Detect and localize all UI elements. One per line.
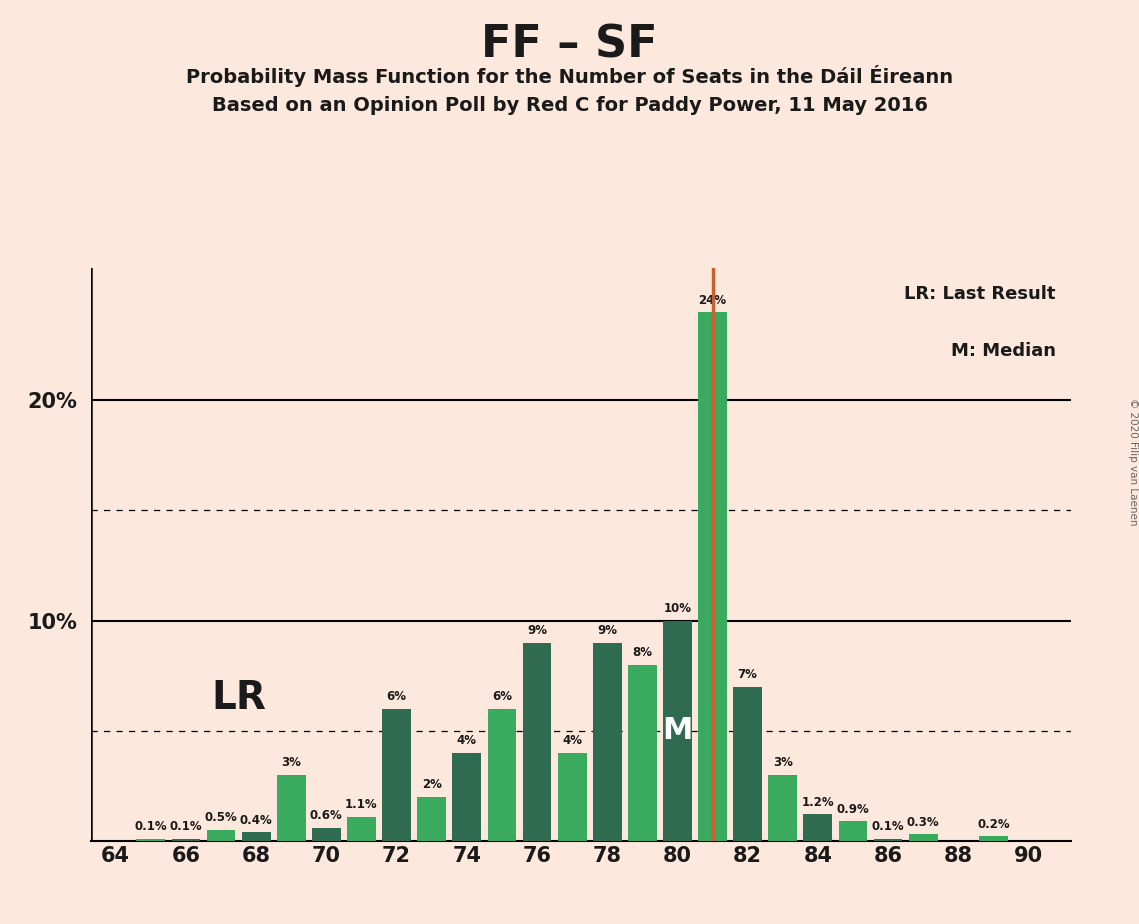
Text: 9%: 9% <box>527 624 547 637</box>
Bar <box>417 796 446 841</box>
Text: Probability Mass Function for the Number of Seats in the Dáil Éireann: Probability Mass Function for the Number… <box>186 65 953 87</box>
Text: FF – SF: FF – SF <box>482 23 657 67</box>
Bar <box>172 839 200 841</box>
Bar <box>312 828 341 841</box>
Bar <box>206 830 236 841</box>
Text: 24%: 24% <box>698 294 727 307</box>
Text: 0.3%: 0.3% <box>907 816 940 829</box>
Bar <box>241 832 271 841</box>
Bar <box>137 839 165 841</box>
Text: LR: Last Result: LR: Last Result <box>904 286 1056 303</box>
Text: © 2020 Filip van Laenen: © 2020 Filip van Laenen <box>1129 398 1138 526</box>
Bar <box>523 642 551 841</box>
Text: 4%: 4% <box>457 735 477 748</box>
Bar <box>980 836 1008 841</box>
Bar <box>663 621 691 841</box>
Text: 0.6%: 0.6% <box>310 809 343 822</box>
Text: 3%: 3% <box>773 756 793 769</box>
Text: 7%: 7% <box>738 668 757 681</box>
Text: Based on an Opinion Poll by Red C for Paddy Power, 11 May 2016: Based on an Opinion Poll by Red C for Pa… <box>212 96 927 116</box>
Text: M: M <box>662 716 693 745</box>
Text: 6%: 6% <box>386 690 407 703</box>
Bar <box>383 709 411 841</box>
Text: 0.4%: 0.4% <box>239 813 272 826</box>
Text: 10%: 10% <box>663 602 691 615</box>
Text: 4%: 4% <box>563 735 582 748</box>
Bar <box>698 312 727 841</box>
Bar <box>769 774 797 841</box>
Bar <box>874 839 902 841</box>
Bar <box>558 753 587 841</box>
Bar <box>628 664 657 841</box>
Text: M: Median: M: Median <box>951 343 1056 360</box>
Text: 0.5%: 0.5% <box>205 811 237 824</box>
Bar <box>347 817 376 841</box>
Bar <box>452 753 481 841</box>
Bar <box>734 687 762 841</box>
Bar <box>838 821 868 841</box>
Text: 0.1%: 0.1% <box>871 821 904 833</box>
Bar <box>803 814 833 841</box>
Text: 0.9%: 0.9% <box>837 803 869 816</box>
Text: 8%: 8% <box>632 646 653 659</box>
Text: 1.2%: 1.2% <box>802 796 834 808</box>
Text: 6%: 6% <box>492 690 511 703</box>
Text: 0.2%: 0.2% <box>977 818 1010 831</box>
Text: LR: LR <box>211 678 267 717</box>
Text: 2%: 2% <box>421 778 442 791</box>
Bar <box>277 774 305 841</box>
Bar <box>592 642 622 841</box>
Text: 0.1%: 0.1% <box>134 821 167 833</box>
Bar <box>909 834 937 841</box>
Text: 1.1%: 1.1% <box>345 798 378 811</box>
Text: 9%: 9% <box>597 624 617 637</box>
Text: 3%: 3% <box>281 756 301 769</box>
Bar <box>487 709 516 841</box>
Text: 0.1%: 0.1% <box>170 821 203 833</box>
